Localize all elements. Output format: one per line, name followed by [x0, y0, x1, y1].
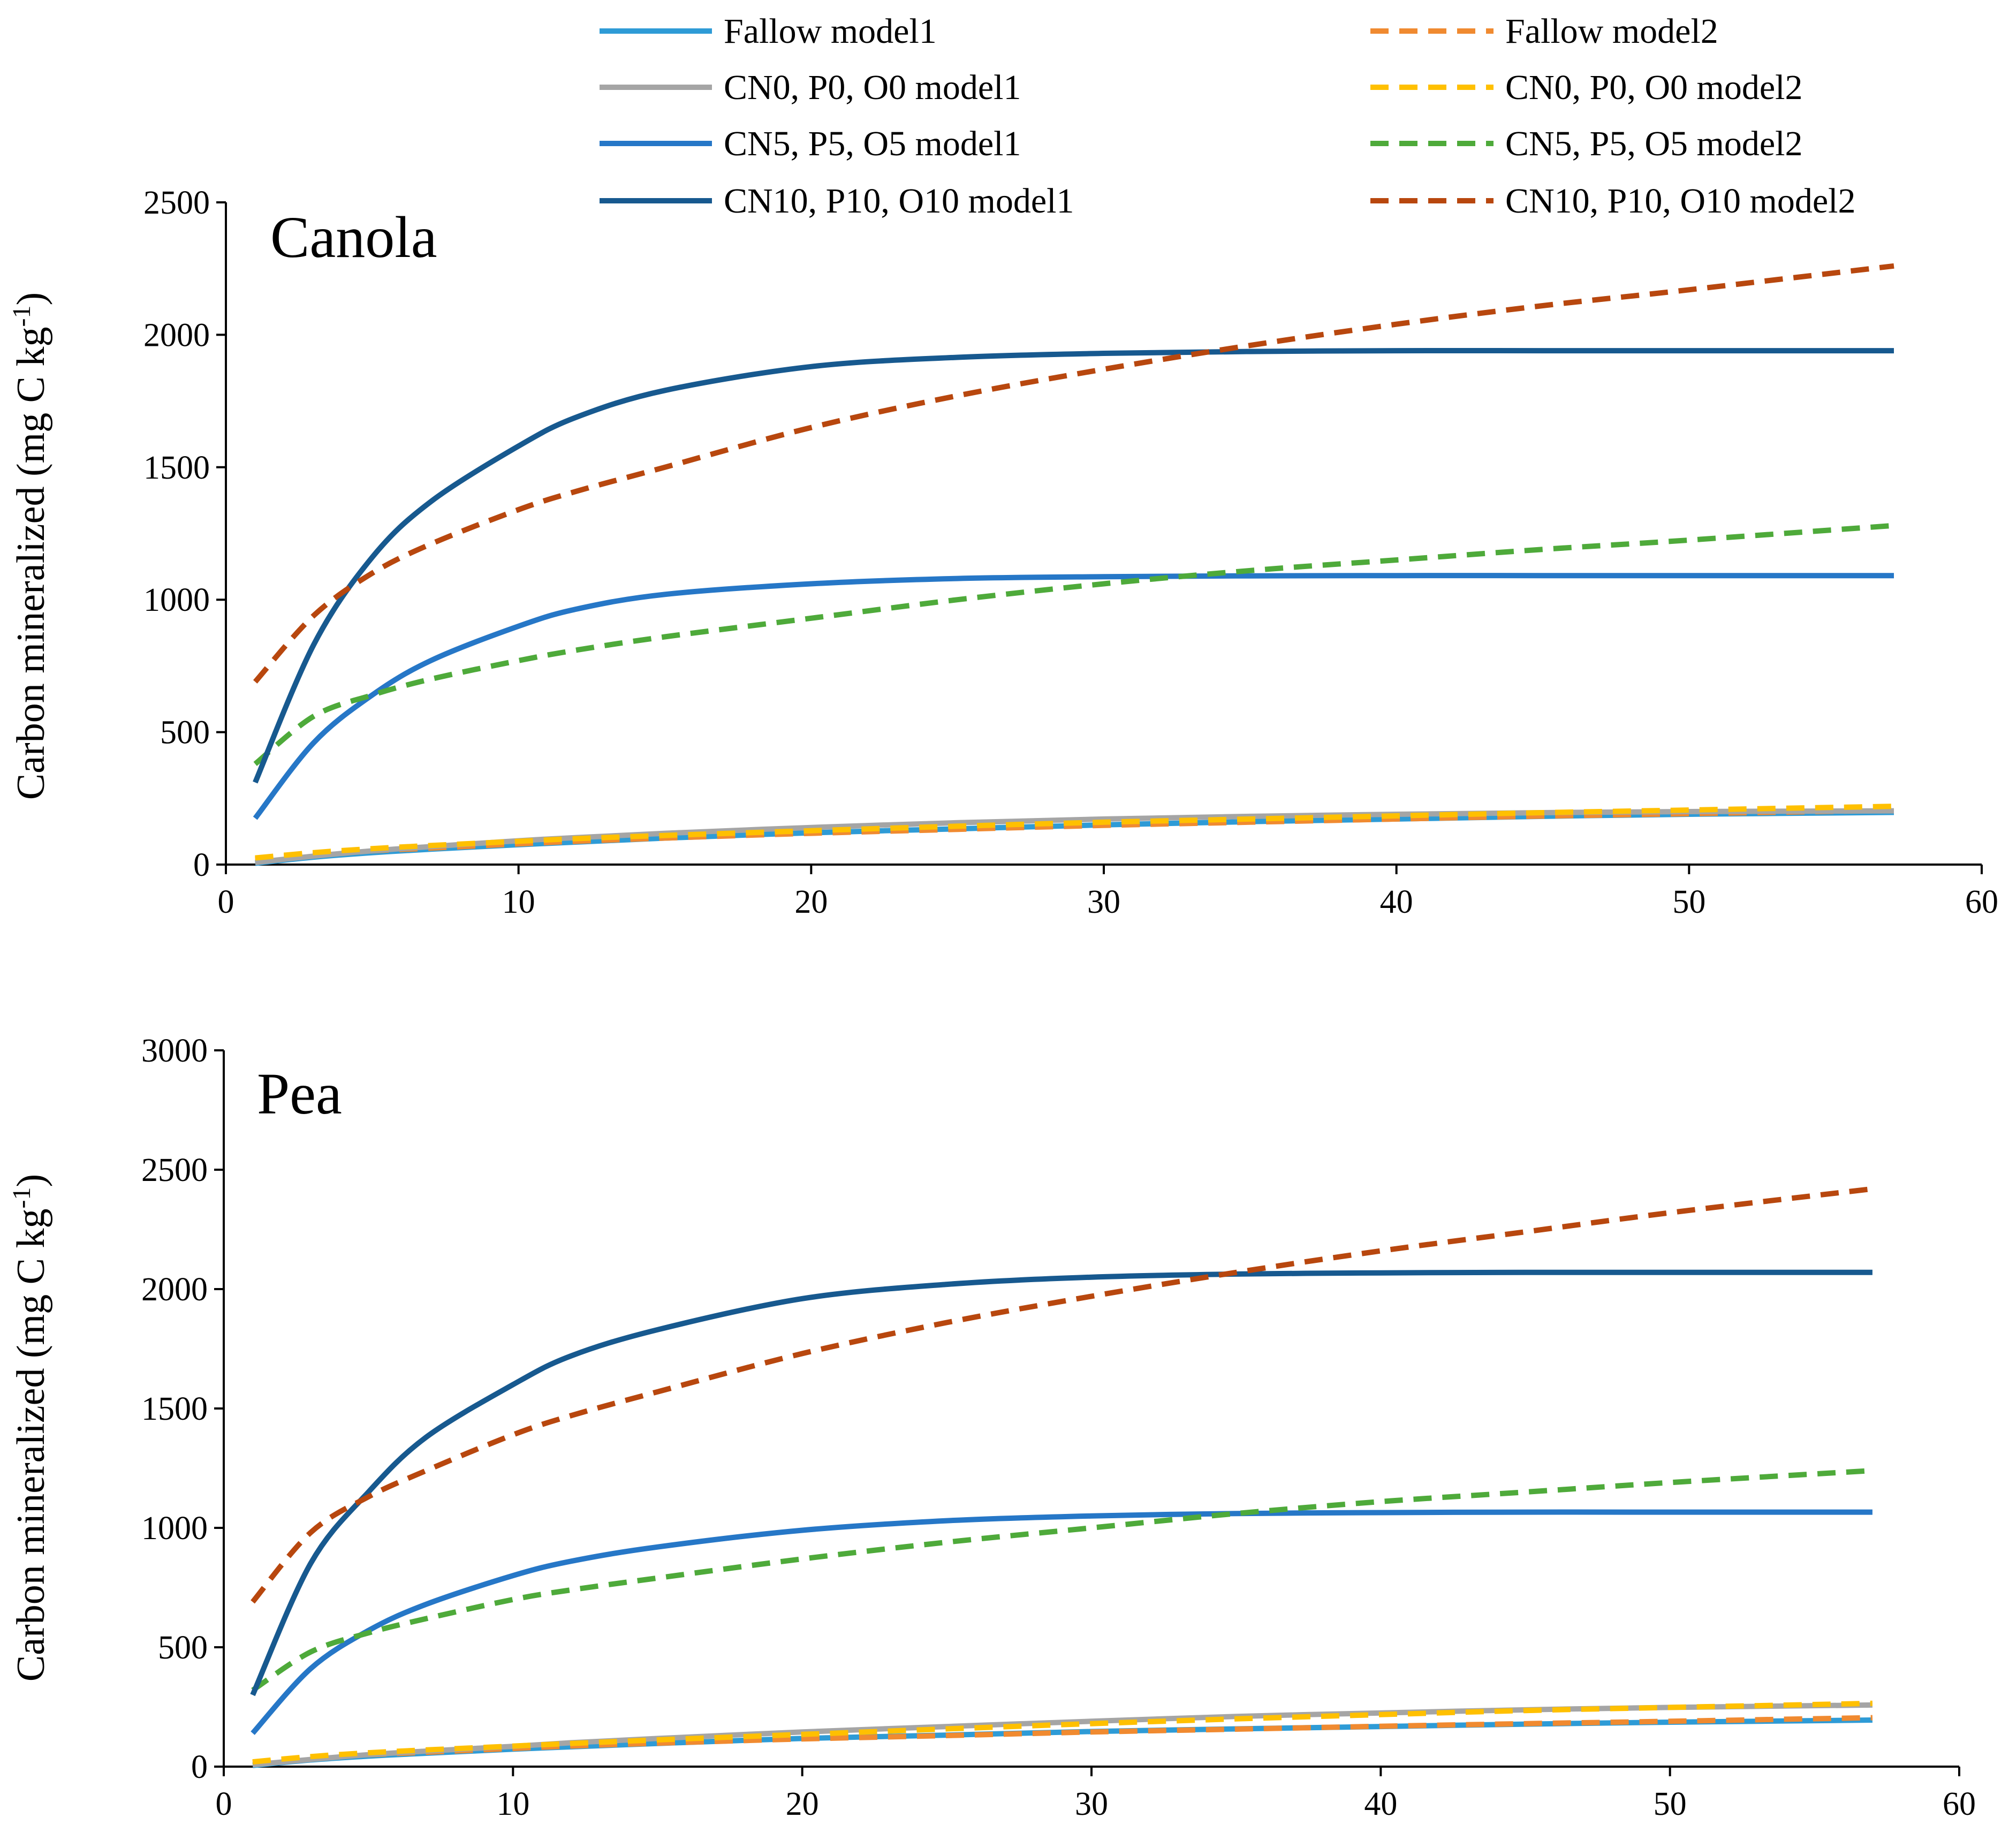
series-line-cn10-p10-o10-model1 — [253, 347, 1894, 784]
x-tick-label: 40 — [1364, 1786, 1397, 1822]
y-tick-label: 2000 — [143, 317, 210, 353]
y-axis-title-main: Carbon mineralized (mg C kg — [9, 327, 53, 800]
x-tick-label: 10 — [502, 884, 535, 920]
y-axis-title: Carbon mineralized (mg C kg-1) — [7, 292, 53, 800]
panel-title: Canola — [270, 205, 437, 270]
y-tick-label: 3000 — [141, 1033, 208, 1069]
y-tick-label: 2000 — [141, 1271, 208, 1308]
y-tick-label: 1500 — [141, 1391, 208, 1427]
y-axis-title-sup: -1 — [7, 306, 36, 327]
x-tick-label: 60 — [1943, 1786, 1976, 1822]
panel-title: Pea — [257, 1061, 342, 1126]
y-axis-title: Carbon mineralized (mg C kg-1) — [7, 1174, 53, 1682]
legend-item-cn5-model2: CN5, P5, O5 model2 — [1370, 124, 1803, 163]
legend-label: CN0, P0, O0 model1 — [724, 68, 1021, 107]
x-tick-label: 20 — [794, 884, 828, 920]
x-tick-label: 30 — [1087, 884, 1120, 920]
series-line-cn0-p0-o0-model1 — [255, 808, 1894, 865]
series-line-cn5-p5-o5-model1 — [253, 573, 1894, 820]
legend-label: Fallow model1 — [724, 12, 937, 51]
legend-item-fallow-model1: Fallow model1 — [600, 12, 937, 51]
series-line-cn10-p10-o10-model1 — [250, 1269, 1872, 1696]
x-tick-label: 0 — [218, 884, 234, 920]
y-axis-title-sup: -1 — [7, 1187, 36, 1209]
series-line-cn5-p5-o5-model2 — [251, 1468, 1873, 1693]
series-line-cn5-p5-o5-model1 — [251, 1509, 1872, 1735]
legend-label: CN10, P10, O10 model1 — [724, 181, 1074, 221]
series-line-cn0-p0-o0-model2 — [252, 1700, 1873, 1765]
legend-item-fallow-model2: Fallow model2 — [1370, 12, 1718, 51]
y-tick-label: 2500 — [143, 185, 210, 221]
y-tick-label: 2500 — [141, 1152, 208, 1188]
chart-panel-pea: Pea Carbon mineralized (mg C kg-1) 05001… — [7, 1033, 1976, 1822]
legend-label: Fallow model2 — [1505, 12, 1718, 51]
y-tick-label: 0 — [193, 847, 210, 883]
x-tick-label: 60 — [1965, 884, 1998, 920]
y-tick-label: 1000 — [141, 1510, 208, 1547]
legend-item-cn0-model1: CN0, P0, O0 model1 — [600, 68, 1021, 107]
y-tick-label: 1000 — [143, 582, 210, 618]
legend-label: CN5, P5, O5 model1 — [724, 124, 1021, 163]
y-axis-title-main: Carbon mineralized (mg C kg — [9, 1208, 53, 1682]
y-axis-title-end: ) — [9, 292, 53, 306]
legend-label: CN0, P0, O0 model2 — [1505, 68, 1803, 107]
legend-item-cn10-model2: CN10, P10, O10 model2 — [1370, 181, 1856, 221]
legend-item-cn10-model1: CN10, P10, O10 model1 — [600, 181, 1074, 221]
chart-panel-canola: Canola Carbon mineralized (mg C kg-1) 0 5… — [7, 185, 1998, 920]
x-tick-label: 50 — [1654, 1786, 1687, 1822]
series-line-cn0-p0-o0-model2 — [255, 804, 1894, 861]
legend-item-cn5-model1: CN5, P5, O5 model1 — [600, 124, 1021, 163]
series-line-cn5-p5-o5-model2 — [253, 522, 1894, 766]
series-line-cn10-p10-o10-model2 — [253, 263, 1894, 684]
x-tick-label: 50 — [1672, 884, 1705, 920]
y-tick-label: 0 — [191, 1749, 208, 1785]
x-tick-label: 10 — [496, 1786, 529, 1822]
x-tick-label: 40 — [1380, 884, 1413, 920]
y-tick-label: 1500 — [143, 450, 210, 486]
legend-label: CN10, P10, O10 model2 — [1505, 181, 1856, 221]
series-line-cn10-p10-o10-model2 — [251, 1186, 1873, 1604]
legend-label: CN5, P5, O5 model2 — [1505, 124, 1803, 163]
y-tick-label: 500 — [158, 1630, 208, 1666]
x-tick-label: 30 — [1075, 1786, 1108, 1822]
x-tick-label: 0 — [216, 1786, 232, 1822]
y-axis-title-end: ) — [9, 1174, 53, 1187]
legend: Fallow model1 Fallow model2 CN0, P0, O0 … — [600, 12, 1856, 221]
x-tick-label: 20 — [786, 1786, 819, 1822]
legend-item-cn0-model2: CN0, P0, O0 model2 — [1370, 68, 1803, 107]
y-tick-label: 500 — [160, 715, 210, 751]
